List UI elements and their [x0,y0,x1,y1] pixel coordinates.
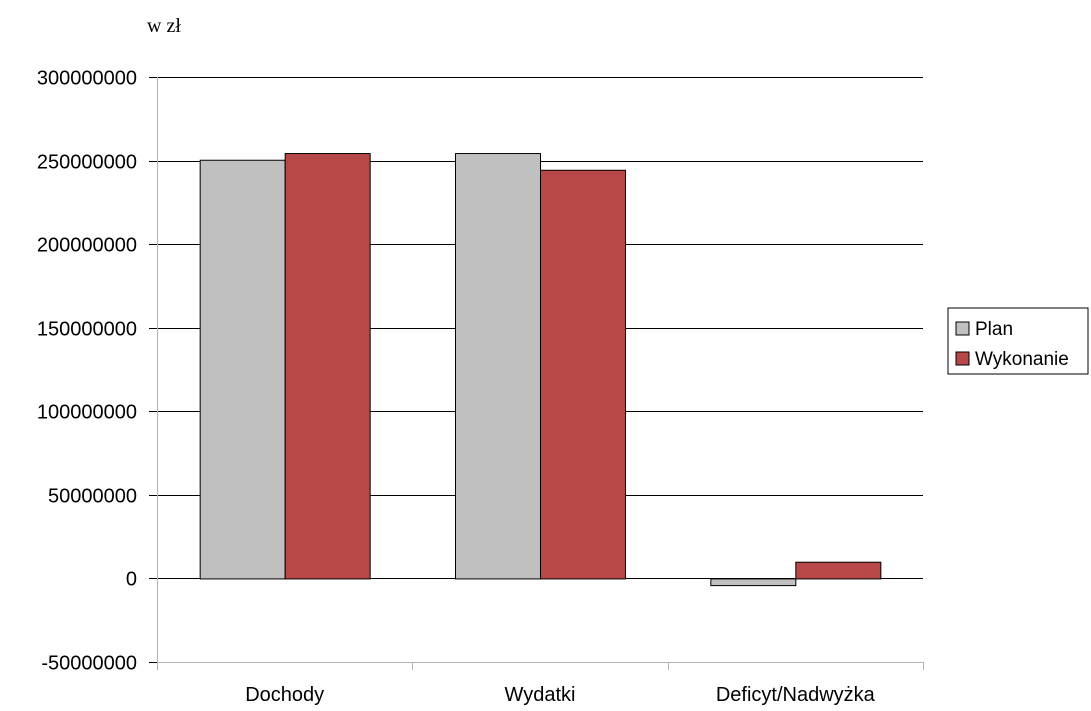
y-tick-label: 250000000 [37,152,137,174]
bar-plan-0 [199,159,286,580]
x-tick-label: Wydatki [505,684,576,706]
bar-wykonanie-2 [795,561,882,580]
legend: Plan Wykonanie [947,307,1089,375]
y-tick-label: 150000000 [37,319,137,341]
y-tick-label: 300000000 [37,68,137,90]
legend-frame [947,307,1089,375]
y-tick-label: 100000000 [37,402,137,424]
y-axis-tick-labels: 300000000 250000000 200000000 150000000 1000… [37,68,137,675]
bar-wykonanie-0 [284,153,371,580]
x-tick-label: Deficyt/Nadwyżka [716,684,876,706]
legend-label-plan: Plan [975,319,1013,340]
legend-swatch-plan [955,321,970,336]
bars [199,153,882,587]
y-tick-label: -50000000 [41,653,137,675]
unit-label: w zł [147,15,181,37]
bar-plan-2 [710,578,797,587]
x-axis-tick-labels: Dochody Wydatki Deficyt/Nadwyżka [245,684,875,706]
bar-plan-1 [455,153,541,580]
y-tick-label: 200000000 [37,235,137,257]
legend-swatch-wykonanie [955,351,970,366]
legend-label-wykonanie: Wykonanie [975,349,1069,370]
axes [157,77,924,670]
y-tick-label: 50000000 [48,486,137,508]
x-tick-label: Dochody [245,684,324,706]
y-tick-label: 0 [126,569,137,591]
bar-wykonanie-1 [540,169,626,580]
